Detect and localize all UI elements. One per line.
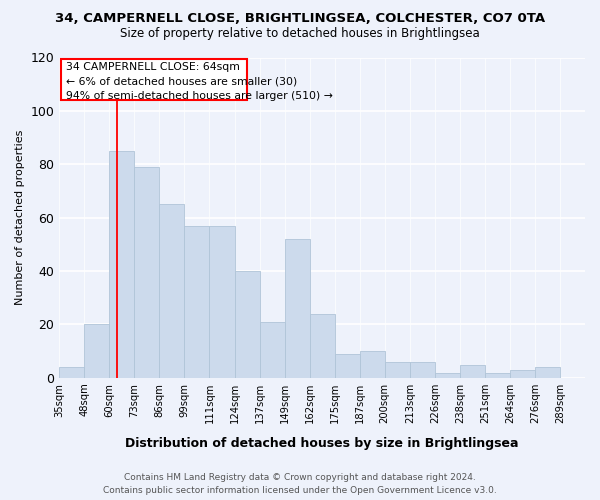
Bar xyxy=(134,167,160,378)
Bar xyxy=(410,362,435,378)
Bar xyxy=(485,372,510,378)
Text: 34 CAMPERNELL CLOSE: 64sqm
← 6% of detached houses are smaller (30)
94% of semi-: 34 CAMPERNELL CLOSE: 64sqm ← 6% of detac… xyxy=(66,62,332,101)
Bar xyxy=(209,226,235,378)
Y-axis label: Number of detached properties: Number of detached properties xyxy=(15,130,25,306)
Bar xyxy=(260,322,284,378)
Bar xyxy=(460,364,485,378)
X-axis label: Distribution of detached houses by size in Brightlingsea: Distribution of detached houses by size … xyxy=(125,437,519,450)
Bar xyxy=(310,314,335,378)
Bar xyxy=(284,239,310,378)
Bar xyxy=(109,151,134,378)
Text: Contains HM Land Registry data © Crown copyright and database right 2024.
Contai: Contains HM Land Registry data © Crown c… xyxy=(103,473,497,495)
Text: Size of property relative to detached houses in Brightlingsea: Size of property relative to detached ho… xyxy=(120,28,480,40)
Bar xyxy=(385,362,410,378)
Bar xyxy=(184,226,209,378)
Bar xyxy=(435,372,460,378)
Bar xyxy=(160,204,184,378)
Bar xyxy=(59,367,85,378)
FancyBboxPatch shape xyxy=(61,59,247,100)
Bar xyxy=(235,271,260,378)
Text: 34, CAMPERNELL CLOSE, BRIGHTLINGSEA, COLCHESTER, CO7 0TA: 34, CAMPERNELL CLOSE, BRIGHTLINGSEA, COL… xyxy=(55,12,545,26)
Bar xyxy=(335,354,359,378)
Bar xyxy=(510,370,535,378)
Bar xyxy=(359,351,385,378)
Bar xyxy=(85,324,109,378)
Bar xyxy=(535,367,560,378)
